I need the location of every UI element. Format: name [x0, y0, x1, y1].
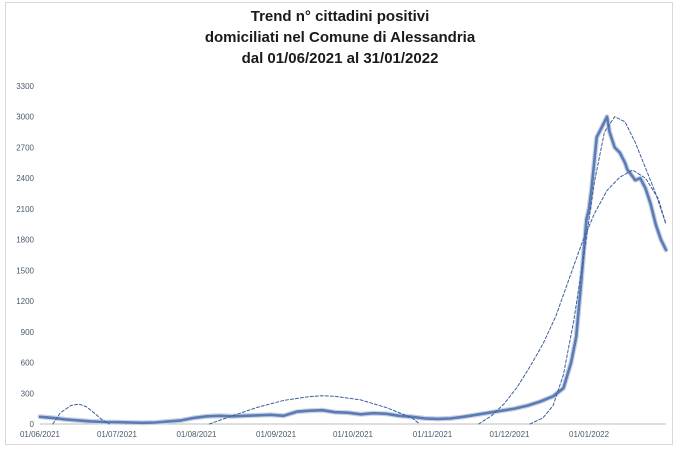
- y-tick-label: 0: [30, 420, 35, 429]
- y-tick-label: 300: [21, 389, 35, 398]
- x-tick-label: 01/09/2021: [256, 430, 297, 439]
- x-tick-label: 01/01/2022: [569, 430, 610, 439]
- trendline-2: [208, 395, 421, 425]
- y-tick-label: 3300: [16, 82, 34, 91]
- y-tick-label: 2100: [16, 205, 34, 214]
- y-axis: 0 300 600 900 1200 1500 1800 2100 2400 2700 3000 33…: [16, 82, 34, 429]
- x-tick-label: 01/07/2021: [97, 430, 138, 439]
- trendline-3: [478, 169, 667, 425]
- chart-title-line-3: dal 01/06/2021 al 31/01/2022: [241, 50, 439, 67]
- x-tick-label: 01/06/2021: [20, 430, 61, 439]
- y-tick-label: 1800: [16, 236, 34, 245]
- chart-title-line-1: Trend n° cittadini positivi: [250, 8, 430, 25]
- data-series-line: [38, 115, 668, 425]
- y-tick-label: 600: [21, 359, 35, 368]
- data-series-shadow: [37, 114, 669, 426]
- x-tick-label: 01/08/2021: [176, 430, 217, 439]
- chart-title: Trend n° cittadini positivi domiciliati …: [0, 6, 680, 69]
- chart-frame: [5, 2, 673, 445]
- y-tick-label: 900: [21, 328, 35, 337]
- x-tick-label: 01/10/2021: [333, 430, 374, 439]
- y-tick-label: 1500: [16, 266, 34, 275]
- x-tick-label: 01/12/2021: [489, 430, 530, 439]
- y-tick-label: 3000: [16, 113, 34, 122]
- x-tick-label: 01/11/2021: [413, 430, 453, 439]
- y-tick-label: 2400: [16, 174, 34, 183]
- trendline-1: [52, 403, 110, 425]
- y-tick-label: 1200: [16, 297, 34, 306]
- series-layer: [37, 114, 669, 426]
- chart-title-line-2: domiciliati nel Comune di Alessandria: [204, 29, 476, 46]
- trendline-4: [529, 116, 667, 425]
- y-tick-label: 2700: [16, 143, 34, 152]
- x-axis: 01/06/2021 01/07/2021 01/08/2021 01/09/2021…: [20, 423, 666, 439]
